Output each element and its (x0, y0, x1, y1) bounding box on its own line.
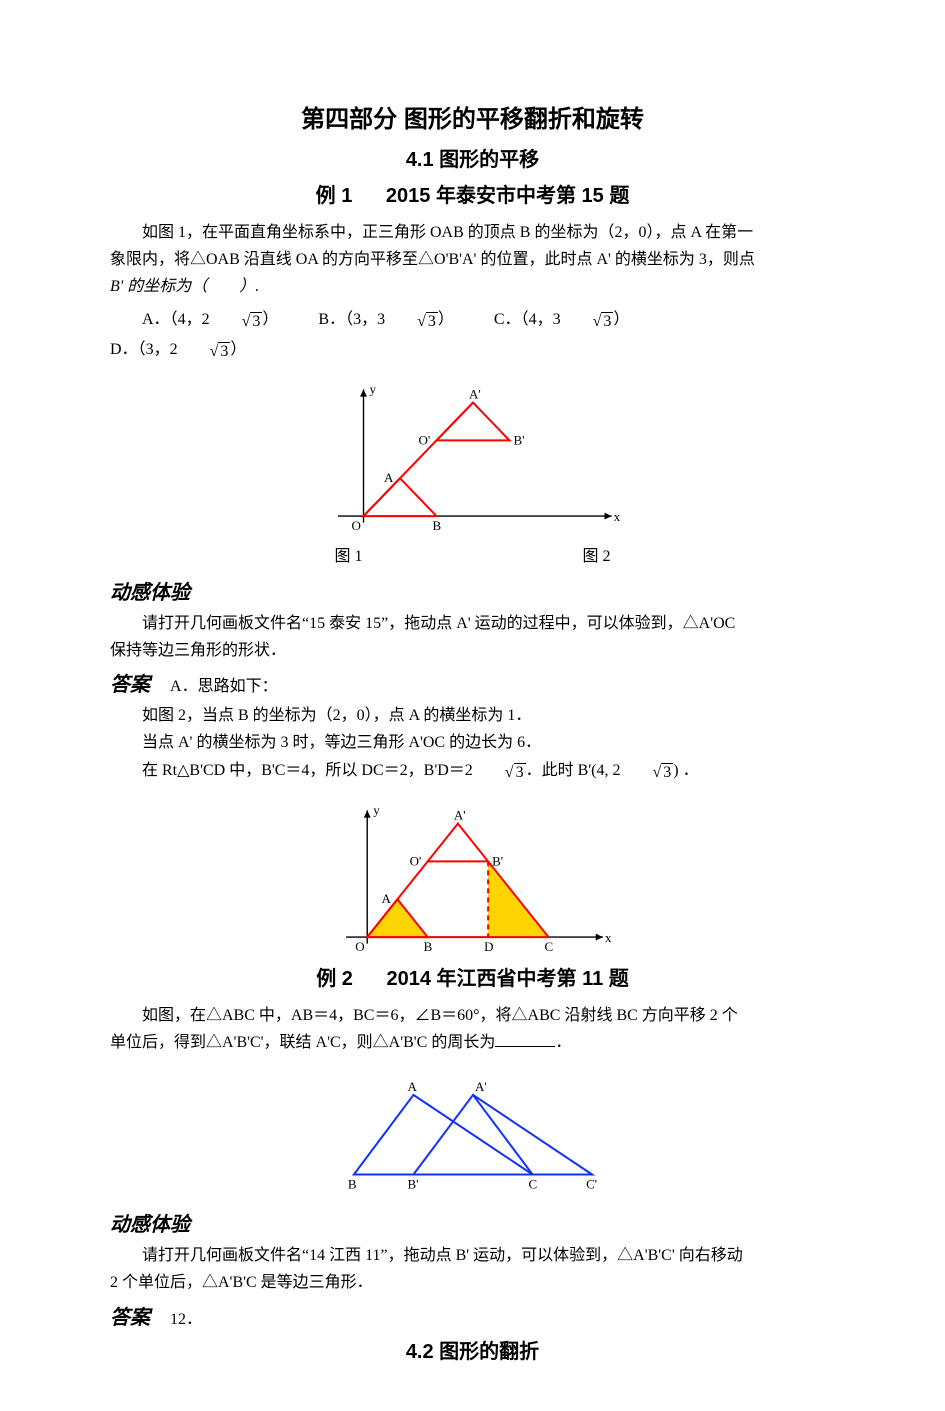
example-2-label: 例 2 (316, 968, 353, 990)
svg-text:y: y (373, 802, 380, 817)
option-b: B．（3，3√3） (318, 311, 458, 328)
ex1-options: A．（4，2√3） B．（3，3√3） C．（4，3√3） D．（3，2√3） (110, 306, 835, 364)
ex1-answer-head: 答案 (110, 674, 150, 696)
section-4-2-title: 4.2 图形的翻折 (110, 1335, 835, 1369)
ex2-answer-head: 答案 (110, 1307, 150, 1329)
ex1-problem-line2: 象限内，将△OAB 沿直线 OA 的方向平移至△O'B'A' 的位置，此时点 A… (110, 246, 835, 273)
option-d: D．（3，2√3） (110, 341, 246, 358)
ex1-problem-line3: B' 的坐标为（ ）. (110, 273, 835, 300)
ex2-exp-line2: 2 个单位后，△A'B'C 是等边三角形． (110, 1269, 835, 1296)
document-page: 第四部分 图形的平移翻折和旋转 4.1 图形的平移 例 1 2015 年泰安市中… (0, 0, 945, 1411)
example-1-heading: 例 1 2015 年泰安市中考第 15 题 (110, 179, 835, 213)
svg-text:B: B (423, 939, 432, 954)
ex2-experience-head: 动感体验 (110, 1208, 835, 1242)
svg-text:y: y (369, 381, 376, 396)
svg-text:B': B' (513, 432, 524, 447)
svg-text:B': B' (492, 853, 503, 868)
ex1-exp-line1: 请打开几何画板文件名“15 泰安 15”，拖动点 A' 运动的过程中，可以体验到… (110, 610, 835, 637)
ex1-figure1-wrap: O B A O' B' A' x y (110, 371, 835, 541)
ex2-figure-wrap: A A' B B' C C' (110, 1062, 835, 1202)
ex1-problem-line1: 如图 1，在平面直角坐标系中，正三角形 OAB 的顶点 B 的坐标为（2，0），… (110, 219, 835, 246)
ex1-experience-head: 动感体验 (110, 576, 835, 610)
ex1-answer-line: 答案 A．思路如下： (110, 668, 835, 702)
ex2-problem-line2: 单位后，得到△A'B'C'，联结 A'C，则△A'B'C 的周长为． (110, 1029, 835, 1056)
svg-text:C: C (528, 1177, 537, 1192)
example-2-heading: 例 2 2014 年江西省中考第 11 题 (110, 962, 835, 996)
ex1-figure2: O B D C A O' B' A' x y (323, 792, 623, 962)
svg-text:C: C (544, 939, 553, 954)
example-1-label: 例 1 (316, 185, 353, 207)
svg-text:O': O' (409, 853, 421, 868)
svg-text:A': A' (475, 1079, 487, 1094)
ex2-exp-line1: 请打开几何画板文件名“14 江西 11”，拖动点 B' 运动，可以体验到，△A'… (110, 1242, 835, 1269)
svg-text:A': A' (469, 386, 481, 401)
svg-text:O': O' (418, 432, 430, 447)
ex2-answer-text: 12． (170, 1311, 202, 1328)
ex1-caption-2: 图 2 (583, 543, 611, 570)
svg-text:x: x (604, 930, 611, 945)
ex1-sol-line1: 如图 2，当点 B 的坐标为（2，0），点 A 的横坐标为 1． (110, 702, 835, 729)
ex2-answer-line: 答案 12． (110, 1301, 835, 1335)
svg-text:A: A (407, 1079, 417, 1094)
svg-text:C': C' (586, 1177, 597, 1192)
ex1-exp-line2: 保持等边三角形的形状． (110, 637, 835, 664)
ex1-caption-1: 图 1 (334, 543, 362, 570)
ex2-problem-line1: 如图，在△ABC 中，AB＝4，BC＝6，∠B＝60°，将△ABC 沿射线 BC… (110, 1002, 835, 1029)
svg-text:O: O (351, 518, 360, 533)
ex1-sol-line2: 当点 A' 的横坐标为 3 时，等边三角形 A'OC 的边长为 6． (110, 729, 835, 756)
ex1-figure1: O B A O' B' A' x y (313, 371, 633, 541)
svg-text:B: B (432, 518, 441, 533)
svg-text:B': B' (407, 1177, 418, 1192)
blank-underline (495, 1030, 555, 1047)
svg-text:D: D (484, 939, 493, 954)
ex1-answer-text: A．思路如下： (170, 678, 278, 695)
svg-text:A': A' (453, 807, 465, 822)
svg-text:O: O (355, 939, 364, 954)
svg-text:x: x (613, 509, 620, 524)
part-title: 第四部分 图形的平移翻折和旋转 (110, 100, 835, 141)
svg-text:B: B (347, 1177, 356, 1192)
option-a: A．（4，2√3） (142, 311, 282, 328)
example-2-title: 2014 年江西省中考第 11 题 (386, 968, 628, 990)
svg-text:A: A (381, 891, 391, 906)
section-4-1-title: 4.1 图形的平移 (110, 143, 835, 177)
svg-text:A: A (384, 470, 394, 485)
example-1-title: 2015 年泰安市中考第 15 题 (386, 185, 629, 207)
option-c: C．（4，3√3） (494, 311, 630, 328)
ex1-figure2-wrap: O B D C A O' B' A' x y (110, 792, 835, 962)
ex1-caption-row: 图 1 图 2 (110, 543, 835, 570)
ex2-figure: A A' B B' C C' (323, 1062, 623, 1202)
ex1-sol-line3: 在 Rt△B'CD 中，B'C＝4，所以 DC＝2，B'D＝2√3．此时 B'(… (110, 757, 835, 786)
